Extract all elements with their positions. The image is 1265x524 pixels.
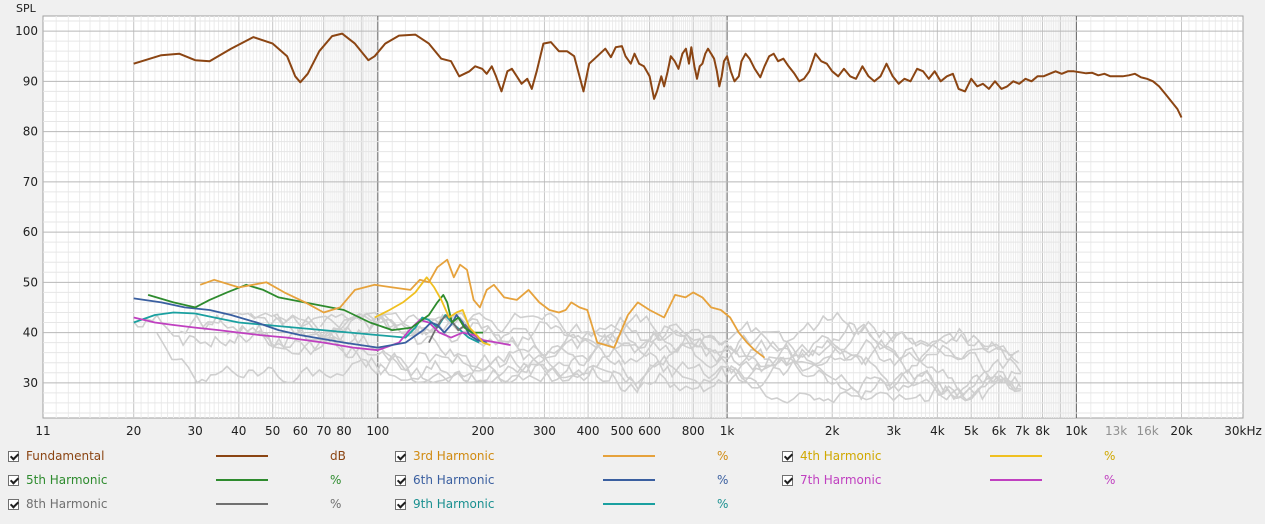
x-tick-label: 7k	[1015, 424, 1030, 438]
legend-unit: %	[717, 449, 729, 463]
x-tick-label: 50	[265, 424, 280, 438]
checkbox[interactable]	[395, 498, 406, 510]
x-tick-label: 4k	[930, 424, 945, 438]
legend-swatch	[216, 455, 268, 457]
y-tick-label: 30	[23, 376, 38, 390]
legend-swatch	[216, 479, 268, 481]
x-tick-label: 2k	[825, 424, 840, 438]
checkbox[interactable]	[782, 474, 793, 486]
legend-item-8th-harmonic[interactable]: 8th Harmonic %	[8, 494, 350, 514]
x-tick-label: 20k	[1170, 424, 1192, 438]
x-tick-label: 600	[638, 424, 661, 438]
series-layer	[133, 32, 1183, 359]
background-trace	[180, 311, 1022, 388]
y-tick-labels: 100 90 80 70 60 50 40 30	[15, 24, 38, 390]
legend-label: 5th Harmonic	[26, 473, 108, 487]
x-tick-label: 800	[682, 424, 705, 438]
legend-unit: %	[330, 473, 342, 487]
y-tick-label: 50	[23, 275, 38, 289]
legend-label: 6th Harmonic	[413, 473, 495, 487]
background-trace	[203, 311, 1021, 404]
legend-swatch	[603, 479, 655, 481]
legend-item-9th-harmonic[interactable]: 9th Harmonic %	[395, 494, 737, 514]
checkbox[interactable]	[395, 450, 406, 462]
x-tick-label: 5k	[964, 424, 979, 438]
legend-label: 9th Harmonic	[413, 497, 495, 511]
checkbox[interactable]	[8, 450, 19, 462]
legend-item-3rd-harmonic[interactable]: 3rd Harmonic %	[395, 446, 737, 466]
legend-item-6th-harmonic[interactable]: 6th Harmonic %	[395, 470, 737, 490]
legend-unit: dB	[330, 449, 346, 463]
y-tick-label: 60	[23, 225, 38, 239]
x-tick-label: 40	[231, 424, 246, 438]
legend-swatch	[603, 455, 655, 457]
x-tick-label: 500	[610, 424, 633, 438]
legend-unit: %	[717, 497, 729, 511]
checkbox[interactable]	[8, 498, 19, 510]
legend-swatch	[990, 455, 1042, 457]
background-trace	[156, 332, 1020, 399]
series-line-4th-harmonic	[374, 276, 491, 346]
legend-label: 3rd Harmonic	[413, 449, 495, 463]
series-line-5th-harmonic	[147, 283, 483, 334]
x-tick-label: 16k	[1137, 424, 1159, 438]
x-tick-label: 30	[188, 424, 203, 438]
x-tick-label: 30kHz	[1224, 424, 1262, 438]
x-tick-label: 200	[472, 424, 495, 438]
legend-unit: %	[717, 473, 729, 487]
x-tick-label: 70	[316, 424, 331, 438]
x-tick-label: 100	[366, 424, 389, 438]
x-tick-label: 60	[293, 424, 308, 438]
y-tick-label: 40	[23, 326, 38, 340]
legend-item-5th-harmonic[interactable]: 5th Harmonic %	[8, 470, 350, 490]
x-tick-label: 6k	[992, 424, 1007, 438]
legend-swatch	[216, 503, 268, 505]
x-tick-label: 8k	[1035, 424, 1050, 438]
legend-label: 7th Harmonic	[800, 473, 882, 487]
series-line-3rd-harmonic	[199, 258, 766, 359]
x-tick-label: 3k	[886, 424, 901, 438]
x-tick-label: 400	[577, 424, 600, 438]
legend-unit: %	[1104, 449, 1116, 463]
checkbox[interactable]	[8, 474, 19, 486]
background-traces	[133, 311, 1022, 404]
y-tick-label: 100	[15, 24, 38, 38]
legend-label: Fundamental	[26, 449, 105, 463]
checkbox[interactable]	[395, 474, 406, 486]
background-trace	[319, 312, 1021, 402]
major-grid	[43, 16, 1243, 418]
x-tick-label: 20	[126, 424, 141, 438]
checkbox[interactable]	[782, 450, 793, 462]
background-trace	[133, 313, 1021, 402]
y-tick-label: 90	[23, 74, 38, 88]
legend-unit: %	[330, 497, 342, 511]
series-line-fundamental	[133, 32, 1183, 118]
y-tick-label: 80	[23, 125, 38, 139]
legend-item-7th-harmonic[interactable]: 7th Harmonic %	[782, 470, 1124, 490]
x-tick-label: 80	[336, 424, 351, 438]
y-tick-label: 70	[23, 175, 38, 189]
x-tick-label: 11	[35, 424, 50, 438]
x-tick-label: 10k	[1065, 424, 1087, 438]
legend-item-4th-harmonic[interactable]: 4th Harmonic %	[782, 446, 1124, 466]
legend-label: 4th Harmonic	[800, 449, 882, 463]
legend-swatch	[603, 503, 655, 505]
legend: Fundamental dB 3rd Harmonic % 4th Harmon…	[0, 444, 1265, 524]
x-tick-labels: 11 20 30 40 50 60 70 80 100 200 300 400 500 600 800 1k 2…	[35, 424, 1261, 438]
x-tick-label: 300	[533, 424, 556, 438]
legend-item-fundamental[interactable]: Fundamental dB	[8, 446, 350, 466]
x-tick-label: 1k	[720, 424, 735, 438]
legend-label: 8th Harmonic	[26, 497, 108, 511]
legend-swatch	[990, 479, 1042, 481]
background-trace	[249, 312, 1020, 386]
x-tick-label: 13k	[1105, 424, 1127, 438]
y-axis-label: SPL	[16, 2, 37, 15]
legend-unit: %	[1104, 473, 1116, 487]
spl-chart: 11 20 30 40 50 60 70 80 100 200 300 400 500 600 800 1k 2…	[15, 2, 1262, 438]
background-trace	[296, 311, 1022, 401]
background-trace	[273, 313, 1019, 382]
